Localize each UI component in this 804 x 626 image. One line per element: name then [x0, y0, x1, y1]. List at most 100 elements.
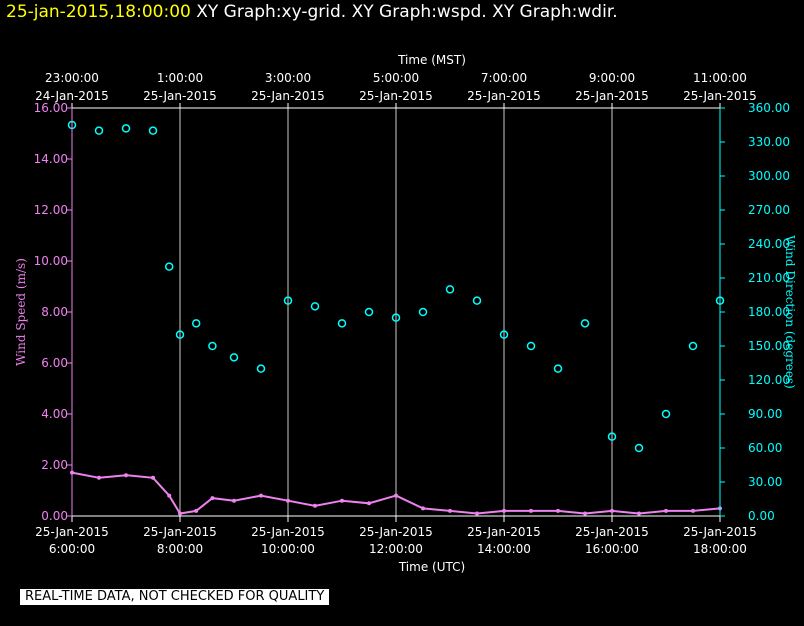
- wdir-point: [337, 319, 347, 328]
- right-tick-label: 270.00: [748, 203, 790, 217]
- wdir-series: [67, 120, 725, 453]
- wdir-point: [499, 330, 509, 339]
- wdir-point: [164, 262, 174, 271]
- left-tick-label: 0.00: [41, 509, 68, 523]
- wspd-point: [502, 508, 506, 513]
- right-tick-label: 0.00: [748, 509, 775, 523]
- left-tick-label: 6.00: [41, 356, 68, 370]
- wspd-point: [691, 508, 695, 513]
- wdir-point: [256, 364, 266, 373]
- top-tick-time: 23:00:00: [45, 71, 99, 85]
- top-tick-date: 25-Jan-2015: [251, 89, 325, 103]
- wspd-point: [210, 496, 215, 501]
- wspd-point: [367, 501, 371, 506]
- top-tick-date: 25-Jan-2015: [143, 89, 217, 103]
- wspd-point: [232, 498, 236, 503]
- left-tick-label: 2.00: [41, 458, 68, 472]
- chart-header: 25-jan-2015,18:00:00 XY Graph:xy-grid. X…: [6, 2, 618, 22]
- wspd-point: [583, 511, 587, 516]
- bottom-tick-time: 10:00:00: [261, 542, 315, 556]
- wdir-point: [607, 432, 617, 441]
- right-tick-label: 120.00: [748, 373, 790, 387]
- bottom-tick-date: 25-Jan-2015: [359, 525, 433, 539]
- bottom-tick-time: 12:00:00: [369, 542, 423, 556]
- bottom-tick-time: 8:00:00: [157, 542, 203, 556]
- wspd-point: [194, 508, 199, 513]
- wdir-point: [688, 341, 698, 351]
- top-tick-time: 5:00:00: [373, 71, 419, 85]
- top-tick-date: 25-Jan-2015: [359, 89, 433, 103]
- wdir-point: [175, 330, 185, 339]
- wspd-point: [421, 506, 425, 511]
- wdir-point: [94, 126, 104, 135]
- quality-banner: REAL-TIME DATA, NOT CHECKED FOR QUALITY: [20, 589, 330, 605]
- wdir-point: [634, 443, 644, 453]
- axis-labels: 25-Jan-2015 6:00:00 25-Jan-2015 8:00:00 25-J…: [14, 53, 797, 574]
- wdir-point: [121, 124, 131, 133]
- top-axis-title: Time (MST): [397, 53, 466, 67]
- wdir-point: [391, 313, 401, 322]
- wspd-point: [637, 511, 641, 516]
- wspd-point: [97, 475, 101, 480]
- left-tick-label: 12.00: [34, 203, 68, 217]
- wdir-point: [229, 353, 239, 362]
- right-tick-label: 360.00: [748, 101, 790, 115]
- top-tick-date: 25-Jan-2015: [575, 89, 649, 103]
- bottom-tick-date: 25-Jan-2015: [467, 525, 541, 539]
- right-tick-label: 90.00: [748, 407, 782, 421]
- right-tick-label: 330.00: [748, 135, 790, 149]
- bottom-tick-time: 18:00:00: [693, 542, 747, 556]
- right-tick-label: 180.00: [748, 305, 790, 319]
- wdir-point: [191, 319, 201, 328]
- wspd-point: [610, 508, 614, 513]
- left-tick-label: 4.00: [41, 407, 68, 421]
- right-tick-label: 240.00: [748, 237, 790, 251]
- bottom-tick-time: 14:00:00: [477, 542, 531, 556]
- graph-title-wdir: XY Graph:wdir.: [492, 2, 618, 22]
- top-tick-date: 24-Jan-2015: [35, 89, 109, 103]
- wspd-point: [556, 508, 560, 513]
- wdir-point: [283, 296, 293, 305]
- wdir-point: [364, 307, 374, 317]
- wdir-point: [445, 285, 455, 294]
- bottom-tick-date: 25-Jan-2015: [35, 525, 109, 539]
- right-tick-label: 150.00: [748, 339, 790, 353]
- left-tick-label: 10.00: [34, 254, 68, 268]
- timestamp: 25-jan-2015,18:00:00: [6, 2, 191, 22]
- axes: [67, 103, 725, 522]
- top-tick-time: 1:00:00: [157, 71, 203, 85]
- right-tick-label: 300.00: [748, 169, 790, 183]
- wdir-point: [148, 126, 158, 135]
- bottom-tick-time: 6:00:00: [49, 542, 95, 556]
- wspd-point: [340, 498, 344, 503]
- wspd-point: [448, 508, 452, 513]
- left-tick-label: 14.00: [34, 152, 68, 166]
- top-tick-date: 25-Jan-2015: [683, 89, 757, 103]
- wspd-point: [151, 475, 155, 480]
- wdir-point: [418, 307, 428, 317]
- wspd-point: [529, 508, 533, 513]
- bottom-tick-time: 16:00:00: [585, 542, 639, 556]
- bottom-tick-date: 25-Jan-2015: [683, 525, 757, 539]
- grid-lines: [179, 108, 613, 516]
- right-tick-label: 30.00: [748, 475, 782, 489]
- graph-title-wspd: XY Graph:wspd.: [351, 2, 487, 22]
- wspd-point: [286, 498, 290, 503]
- right-tick-label: 60.00: [748, 441, 782, 455]
- wspd-point: [124, 473, 128, 478]
- wdir-point: [553, 364, 563, 373]
- left-tick-label: 16.00: [34, 101, 68, 115]
- wdir-point: [208, 341, 217, 351]
- wspd-point: [394, 493, 398, 498]
- right-axis-label: Wind Direction (degrees): [783, 235, 797, 389]
- wdir-point: [661, 409, 671, 419]
- wdir-point: [526, 341, 536, 351]
- wspd-point: [259, 493, 263, 498]
- bottom-tick-date: 25-Jan-2015: [575, 525, 649, 539]
- top-tick-time: 3:00:00: [265, 71, 311, 85]
- wspd-point: [664, 508, 668, 513]
- graph-title-grid: XY Graph:xy-grid.: [196, 2, 347, 22]
- wdir-point: [310, 302, 320, 311]
- wdir-point: [472, 296, 482, 305]
